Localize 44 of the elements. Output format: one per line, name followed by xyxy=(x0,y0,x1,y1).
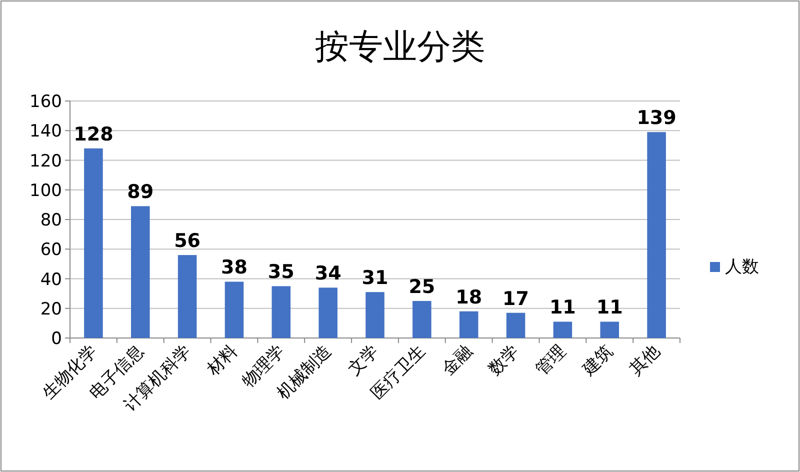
data-label: 38 xyxy=(221,256,248,279)
y-tick-label: 120 xyxy=(30,151,62,172)
bar xyxy=(131,206,150,338)
x-tick-label: 建筑 xyxy=(578,341,618,380)
y-tick-label: 140 xyxy=(30,122,62,142)
bar xyxy=(506,312,526,338)
data-label: 17 xyxy=(502,288,529,310)
bar xyxy=(178,255,197,338)
data-label: 34 xyxy=(314,262,342,285)
y-tick-label: 60 xyxy=(40,240,62,260)
bar xyxy=(600,322,619,338)
data-label: 25 xyxy=(408,276,436,298)
y-tick-label: 100 xyxy=(30,180,62,201)
bar xyxy=(272,286,291,338)
bar xyxy=(366,292,384,338)
data-label: 11 xyxy=(549,296,576,319)
bar xyxy=(553,322,572,338)
data-label: 35 xyxy=(268,261,294,284)
x-tick-label: 材料 xyxy=(202,341,242,380)
y-tick-label: 80 xyxy=(40,210,62,230)
bar xyxy=(318,288,338,338)
data-label: 128 xyxy=(74,123,114,146)
legend-label: 人数 xyxy=(725,257,759,277)
data-label: 56 xyxy=(174,230,201,252)
data-label: 31 xyxy=(362,267,388,290)
data-label: 89 xyxy=(127,181,154,204)
x-tick-label: 其他 xyxy=(626,341,664,380)
bar xyxy=(84,148,103,338)
data-label: 11 xyxy=(596,296,623,319)
data-label: 18 xyxy=(456,286,482,308)
x-tick-label: 数学 xyxy=(485,341,524,380)
data-label: 139 xyxy=(636,107,676,130)
chart-title: 按专业分类 xyxy=(315,27,485,67)
bar xyxy=(412,300,432,338)
bar xyxy=(224,282,244,338)
bar xyxy=(647,132,666,338)
x-tick-label: 管理 xyxy=(532,341,570,380)
y-tick-label: 160 xyxy=(30,92,62,112)
y-tick-label: 0 xyxy=(51,329,62,349)
y-tick-label: 40 xyxy=(40,270,62,290)
x-tick-label: 金融 xyxy=(438,341,476,380)
y-tick-label: 20 xyxy=(40,299,62,320)
x-tick-label: 文学 xyxy=(344,341,383,380)
bar xyxy=(459,311,478,338)
